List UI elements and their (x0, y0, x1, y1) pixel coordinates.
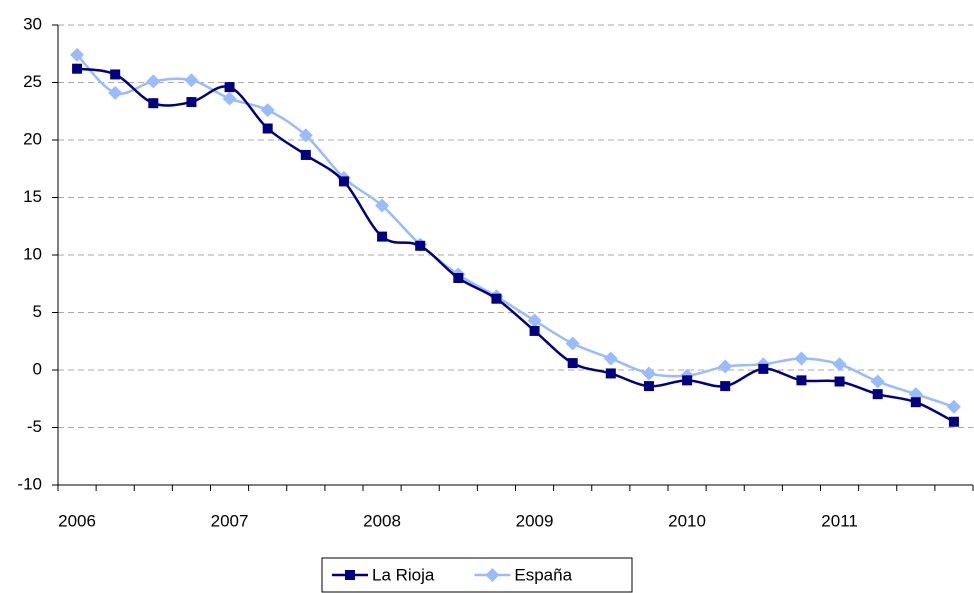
data-point (262, 123, 273, 134)
data-point (720, 381, 731, 392)
data-point (108, 85, 123, 100)
data-point (186, 97, 197, 108)
series-line (76, 54, 955, 408)
data-point (298, 128, 313, 143)
data-point (794, 351, 809, 366)
legend-marker (345, 570, 355, 580)
data-point (948, 416, 959, 427)
y-tick-label: -10 (17, 474, 42, 493)
data-point (682, 375, 693, 386)
data-point (148, 98, 159, 109)
data-point (832, 357, 847, 372)
data-point (377, 231, 388, 242)
x-tick-label: 2008 (363, 511, 401, 530)
data-point (110, 69, 121, 80)
data-point (70, 47, 85, 62)
data-point (565, 336, 580, 351)
x-tick-label: 2007 (211, 511, 249, 530)
data-point (224, 82, 235, 93)
legend-label: La Rioja (372, 565, 435, 584)
data-point (870, 374, 885, 389)
data-point (758, 363, 769, 374)
y-tick-label: 0 (33, 359, 42, 378)
legend: La Rioja España (321, 557, 633, 593)
data-point (910, 397, 921, 408)
x-tick-label: 2006 (58, 511, 96, 530)
data-point (338, 176, 349, 187)
data-point (641, 366, 656, 381)
data-point (375, 198, 390, 213)
data-point (834, 376, 845, 387)
data-point (260, 103, 275, 118)
data-point (946, 399, 961, 414)
data-point (796, 375, 807, 386)
data-point (453, 273, 464, 283)
data-point (527, 313, 542, 328)
data-point (603, 351, 618, 366)
x-tick-label: 2009 (516, 511, 554, 530)
y-tick-label: 10 (23, 244, 42, 263)
x-tick-label: 2011 (821, 511, 858, 530)
data-point (146, 74, 161, 89)
data-point (872, 389, 883, 400)
data-point (718, 359, 733, 374)
data-point (529, 325, 540, 336)
y-tick-label: 5 (33, 302, 42, 321)
data-point (491, 293, 502, 304)
data-point (567, 358, 578, 369)
y-tick-label: 25 (23, 72, 42, 91)
y-tick-label: -5 (27, 417, 42, 436)
x-tick-label: 2010 (668, 511, 706, 530)
y-tick-label: 15 (23, 187, 42, 206)
data-point (643, 381, 654, 392)
legend-marker (485, 568, 500, 582)
data-point (72, 63, 83, 74)
legend-label: España (514, 565, 572, 584)
data-point (184, 73, 199, 88)
data-point (415, 240, 426, 251)
series-line (76, 67, 955, 423)
data-point (300, 149, 311, 160)
y-tick-label: 30 (23, 14, 42, 33)
data-point (605, 368, 616, 379)
y-tick-label: 20 (23, 129, 42, 148)
data-point (222, 91, 237, 106)
